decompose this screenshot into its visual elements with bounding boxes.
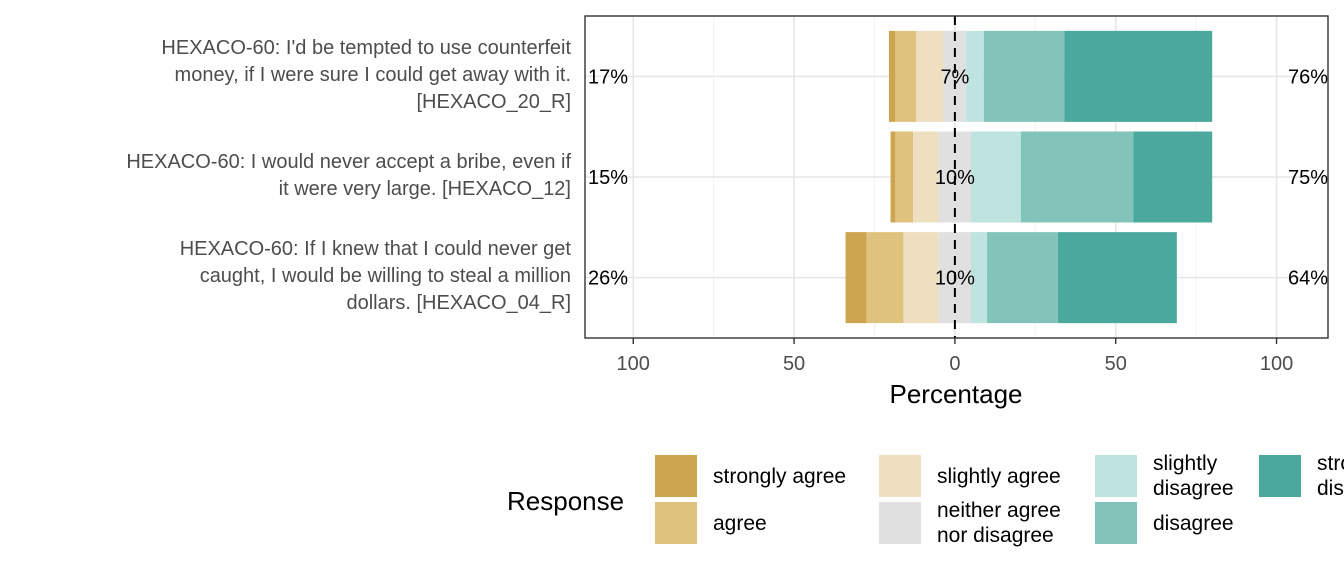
right-percent-label: 75% [1288,167,1328,189]
x-tick-label: 50 [1105,353,1127,375]
bar-segment [1064,30,1213,122]
x-axis-title: Percentage [890,379,1023,409]
y-axis-label-line: [HEXACO_20_R] [416,90,571,113]
bar-segment [970,131,1021,223]
y-axis-label-line: it were very large. [HEXACO_12] [278,178,571,200]
y-axis-label: HEXACO-60: If I knew that I could never … [0,236,571,317]
left-percent-label: 26% [588,268,628,290]
x-tick-label: 50 [783,353,805,375]
right-percent-label: 76% [1288,66,1328,88]
bar-segment [966,30,984,122]
x-axis-ticks: 100 50 0 50 100 [617,338,1293,375]
percent-labels: 17% 7% 76% 15% 10% 75% 26% 10% 64% [588,66,1328,289]
bar-segment [913,131,939,223]
bar-segment [916,30,944,122]
x-tick-label: 100 [1260,353,1293,375]
y-axis-label-line: caught, I would be willing to steal a mi… [199,265,571,288]
left-percent-label: 17% [588,66,628,88]
legend-label: strongly agree [713,464,847,488]
center-percent-label: 10% [935,268,975,290]
legend-label: stronglydisagree [1317,452,1344,500]
bar-segment [987,232,1058,324]
y-axis-label: HEXACO-60: I'd be tempted to use counter… [0,35,571,116]
bar-segment [890,131,896,223]
legend-label: agree [713,511,767,535]
bar-segment [895,131,914,223]
bar-segment [943,30,967,122]
legend-title: Response [507,486,625,516]
bar-segment [895,30,917,122]
legend-key [1095,502,1137,544]
legend-key [1095,455,1137,497]
plot-border [584,15,1329,339]
bar-segment [888,30,896,122]
y-axis-label-line: dollars. [HEXACO_04_R] [346,292,571,315]
bar-segment [866,232,904,324]
bar-segment [845,232,867,324]
legend-label: neither agree nor disagree [937,499,1061,547]
legend-key [879,502,921,544]
bar-segment [1057,232,1177,324]
legend-key [655,455,697,497]
legend-key [1259,455,1301,497]
legend-key [655,502,697,544]
y-axis-label-line: HEXACO-60: I would never accept a bribe,… [126,151,571,173]
legend-label: slightly agree [937,464,1061,488]
center-percent-label: 10% [935,167,975,189]
left-percent-label: 15% [588,167,628,189]
bar-segment [903,232,939,324]
bar-segment [970,232,988,324]
y-axis-label-line: money, if I were sure I could get away w… [174,63,571,86]
center-percent-label: 7% [940,66,969,88]
legend-label: slightly disagree [1153,452,1234,500]
right-percent-label: 64% [1288,268,1328,290]
bar-segment [1133,131,1213,223]
x-tick-label: 0 [949,353,960,375]
x-tick-label: 100 [617,353,650,375]
bar-segment [1020,131,1134,223]
bar-segment [983,30,1065,122]
bars [845,30,1213,324]
legend-key [879,455,921,497]
y-axis-label-line: HEXACO-60: I'd be tempted to use counter… [161,36,571,59]
y-axis-label-line: HEXACO-60: If I knew that I could never … [179,238,571,261]
legend-label: disagree [1153,511,1234,535]
y-axis-label: HEXACO-60: I would never accept a bribe,… [0,149,571,203]
